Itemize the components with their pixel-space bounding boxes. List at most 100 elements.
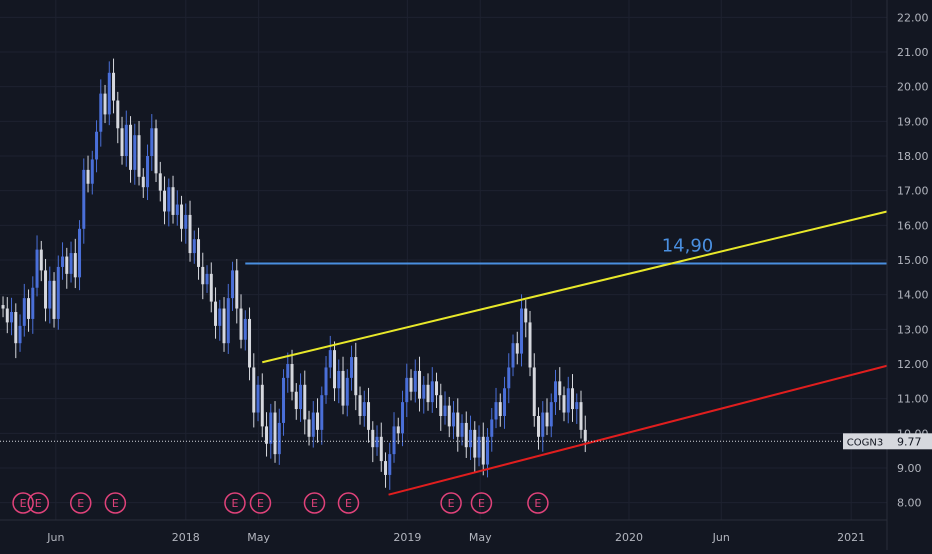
candle-body <box>154 128 158 174</box>
last-price-tag <box>887 433 932 450</box>
candle-body <box>299 384 303 410</box>
candle-layer <box>1 58 587 490</box>
candle-body <box>252 367 256 413</box>
candle-body <box>22 298 26 326</box>
candle-body <box>537 416 541 437</box>
candle-body <box>95 131 99 160</box>
candle-body <box>82 169 86 229</box>
time-tick-label: May <box>247 531 270 544</box>
candle-body <box>324 367 328 396</box>
candle-body <box>222 308 226 344</box>
candle-body <box>282 377 286 423</box>
candle-body <box>163 190 167 212</box>
price-tick-label: 8.00 <box>897 497 922 510</box>
price-tick-label: 13.00 <box>897 323 929 336</box>
candle-body <box>477 436 481 458</box>
candle-body <box>44 270 48 309</box>
earnings-marker <box>69 492 92 514</box>
earnings-marker <box>303 492 326 514</box>
candle-body <box>150 128 154 156</box>
candle-body <box>90 159 94 184</box>
candle-body <box>405 377 409 403</box>
time-tick-label: 2019 <box>393 531 421 544</box>
candle-body <box>273 412 277 455</box>
price-tick-label: 11.00 <box>897 393 929 406</box>
candle-body <box>354 357 358 396</box>
price-tick-label: 17.00 <box>897 185 929 198</box>
price-tick-label: 9.00 <box>897 462 922 475</box>
earnings-marker-label: E <box>534 497 541 510</box>
candle-body <box>371 429 375 448</box>
candle-body <box>498 402 502 416</box>
candle-body <box>443 405 447 416</box>
time-tick-label: 2018 <box>172 531 200 544</box>
time-tick-label: 2020 <box>615 531 643 544</box>
candle-body <box>175 204 179 215</box>
candle-body <box>307 419 311 437</box>
price-tick-label: 20.00 <box>897 81 929 94</box>
candle-body <box>358 395 362 416</box>
price-tick-label: 21.00 <box>897 46 929 59</box>
earnings-marker-label: E <box>77 497 84 510</box>
candle-body <box>362 402 366 416</box>
last-price-value: 9.77 <box>897 435 922 448</box>
candle-body <box>367 402 371 430</box>
candle-body <box>188 214 192 254</box>
candle-body <box>290 364 294 392</box>
candle-body <box>197 239 201 267</box>
candle-body <box>99 93 103 132</box>
candle-body <box>460 422 464 437</box>
candle-body <box>171 187 175 215</box>
candle-body <box>413 370 417 392</box>
candle-body <box>294 391 298 410</box>
candle-body <box>345 377 349 406</box>
candle-body <box>256 384 260 413</box>
candle-body <box>158 173 162 191</box>
candle-body <box>205 273 209 285</box>
candle-body <box>511 343 515 368</box>
candle-body <box>69 253 73 274</box>
candle-body <box>137 135 141 177</box>
time-axis[interactable]: Jun 2018 May 2019 May 2020 Jun 2021 <box>0 519 887 544</box>
yellow-trend-line <box>262 210 888 364</box>
price-tick-label: 19.00 <box>897 115 929 128</box>
candle-body <box>180 204 184 229</box>
candle-body <box>184 214 188 229</box>
candle-body <box>226 298 230 344</box>
candle-body <box>571 388 575 410</box>
candle-body <box>1 305 5 309</box>
candle-body <box>18 325 22 344</box>
candle-body <box>141 176 145 188</box>
candle-body <box>303 384 307 420</box>
candle-body <box>167 187 171 212</box>
earnings-marker-label: E <box>257 497 264 510</box>
candle-body <box>541 412 545 437</box>
candle-body <box>73 253 77 278</box>
candle-body <box>320 395 324 430</box>
time-tick-label: Jun <box>46 531 64 544</box>
red-support-line <box>388 364 888 496</box>
candle-body <box>231 270 235 299</box>
earnings-marker-label: E <box>20 497 27 510</box>
earnings-marker-label: E <box>311 497 318 510</box>
earnings-marker <box>224 492 246 514</box>
earnings-marker <box>470 492 493 514</box>
candle-body <box>545 412 549 427</box>
earnings-marker-label: E <box>448 497 455 510</box>
candle-body <box>430 381 434 403</box>
time-tick-label: May <box>469 531 492 544</box>
last-price-layer: COGN3 9.77 <box>0 433 932 450</box>
candle-body <box>575 402 579 410</box>
candle-body <box>316 412 320 430</box>
candle-body <box>235 270 239 309</box>
trendline-layer[interactable]: 14,90 <box>245 210 888 496</box>
earnings-marker <box>27 492 49 514</box>
candle-body <box>388 454 392 475</box>
candle-body <box>439 395 443 416</box>
candle-body <box>239 308 243 340</box>
resistance-price-label: 14,90 <box>662 235 714 256</box>
